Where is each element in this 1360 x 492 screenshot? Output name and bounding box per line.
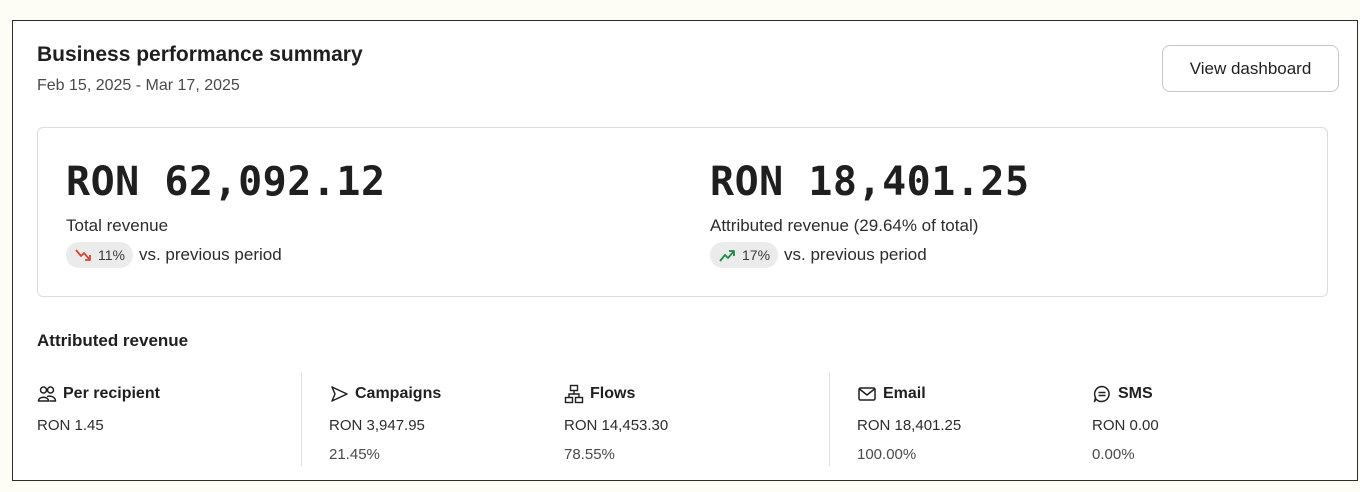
change-suffix: vs. previous period [784,245,927,264]
date-range: Feb 15, 2025 - Mar 17, 2025 [37,77,240,94]
change-badge: 17% [710,242,779,268]
column-percent: 0.00% [1092,446,1135,463]
column-title: Email [883,385,926,402]
column-title: SMS [1118,385,1153,402]
column-value: RON 1.45 [37,417,104,434]
column-title: Campaigns [355,385,442,402]
column-title: Per recipient [63,385,160,402]
trend-up-icon [719,250,735,262]
view-dashboard-button[interactable]: View dashboard [1162,45,1339,92]
change-percent: 17% [742,247,771,263]
per-recipient-column: Per recipient RON 1.45 [37,383,160,434]
column-value: RON 14,453.30 [564,417,669,434]
column-divider [301,372,302,466]
column-percent: 78.55% [564,446,615,463]
card-title: Business performance summary [37,43,363,66]
mail-icon [858,387,876,401]
flows-column: Flows RON 14,453.30 78.55% [564,383,668,463]
column-value: RON 18,401.25 [857,417,962,434]
flow-icon [564,384,584,404]
total-revenue-value: RON 62,092.12 [66,159,386,205]
campaigns-column: Campaigns RON 3,947.95 21.45% [329,383,441,463]
attributed-revenue-change: 17% vs. previous period [710,242,1030,268]
business-performance-card: Business performance summary Feb 15, 202… [12,20,1358,481]
send-icon [331,386,348,402]
trend-down-icon [75,249,91,261]
total-revenue-metric: RON 62,092.12 Total revenue 11% vs. prev… [66,158,386,268]
column-divider [829,372,830,466]
users-icon [37,386,57,402]
column-value: RON 0.00 [1092,417,1159,434]
column-percent: 21.45% [329,446,380,463]
total-revenue-change: 11% vs. previous period [66,242,386,268]
sms-column: SMS RON 0.00 0.00% [1092,383,1159,463]
email-column: Email RON 18,401.25 100.00% [857,383,961,463]
attributed-revenue-label: Attributed revenue (29.64% of total) [710,216,979,235]
change-percent: 11% [98,247,125,263]
revenue-summary-box: RON 62,092.12 Total revenue 11% vs. prev… [37,127,1328,297]
sms-icon [1093,385,1110,403]
change-badge: 11% [66,242,133,268]
attributed-revenue-section-title: Attributed revenue [37,331,189,350]
change-suffix: vs. previous period [138,245,282,264]
attributed-revenue-value: RON 18,401.25 [710,159,1030,205]
column-title: Flows [590,385,636,402]
column-value: RON 3,947.95 [329,417,425,434]
attributed-revenue-metric: RON 18,401.25 Attributed revenue (29.64%… [710,158,1030,268]
total-revenue-label: Total revenue [66,216,169,235]
column-percent: 100.00% [857,446,917,463]
